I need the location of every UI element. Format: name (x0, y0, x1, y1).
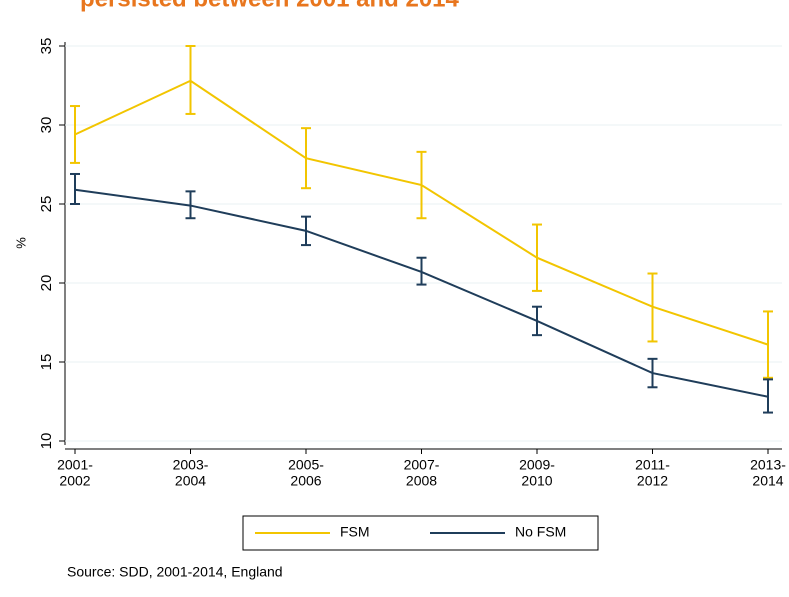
y-tick-label: 30 (38, 117, 55, 134)
legend-label: No FSM (515, 524, 566, 540)
y-tick-label: 25 (38, 196, 55, 213)
x-tick-label: 2009- (519, 457, 555, 473)
x-tick-label: 2012 (637, 473, 668, 489)
y-tick-label: 10 (38, 433, 55, 450)
x-tick-label: 2002 (59, 473, 90, 489)
x-tick-label: 2008 (406, 473, 437, 489)
x-tick-label: 2003- (173, 457, 209, 473)
y-tick-label: 35 (38, 38, 55, 55)
error-bar (70, 172, 80, 205)
x-tick-label: 2013- (750, 457, 786, 473)
source-note: Source: SDD, 2001-2014, England (67, 564, 283, 580)
x-tick-label: 2014 (752, 473, 783, 489)
line (74, 79, 769, 346)
y-tick-label: 15 (38, 354, 55, 371)
legend-label: FSM (340, 524, 370, 540)
x-tick-label: 2011- (635, 457, 670, 473)
x-tick-label: 2006 (290, 473, 321, 489)
x-tick-label: 2010 (521, 473, 552, 489)
x-tick-label: 2007- (404, 457, 440, 473)
x-tick-label: 2004 (175, 473, 206, 489)
x-tick-label: 2001- (57, 457, 93, 473)
y-tick-label: 20 (38, 275, 55, 292)
chart-title: persisted between 2001 and 2014 (80, 0, 460, 12)
line (74, 188, 769, 398)
x-tick-label: 2005- (288, 457, 324, 473)
y-axis-label: % (13, 237, 28, 249)
